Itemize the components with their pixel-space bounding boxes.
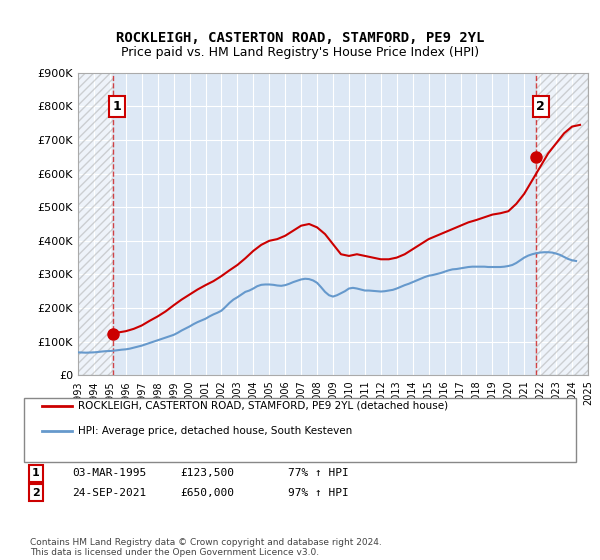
Text: 2: 2	[536, 100, 545, 113]
Bar	[536, 73, 588, 375]
Text: Price paid vs. HM Land Registry's House Price Index (HPI): Price paid vs. HM Land Registry's House …	[121, 46, 479, 59]
Text: HPI: Average price, detached house, South Kesteven: HPI: Average price, detached house, Sout…	[78, 426, 352, 436]
Bar	[78, 73, 113, 375]
Text: 24-SEP-2021: 24-SEP-2021	[72, 488, 146, 498]
Text: ROCKLEIGH, CASTERTON ROAD, STAMFORD, PE9 2YL (detached house): ROCKLEIGH, CASTERTON ROAD, STAMFORD, PE9…	[78, 401, 448, 411]
Text: 77% ↑ HPI: 77% ↑ HPI	[288, 468, 349, 478]
Text: 03-MAR-1995: 03-MAR-1995	[72, 468, 146, 478]
Text: 1: 1	[113, 100, 122, 113]
Text: ROCKLEIGH, CASTERTON ROAD, STAMFORD, PE9 2YL: ROCKLEIGH, CASTERTON ROAD, STAMFORD, PE9…	[116, 31, 484, 45]
Text: £650,000: £650,000	[180, 488, 234, 498]
Text: 97% ↑ HPI: 97% ↑ HPI	[288, 488, 349, 498]
Text: 1: 1	[32, 468, 40, 478]
Text: Contains HM Land Registry data © Crown copyright and database right 2024.
This d: Contains HM Land Registry data © Crown c…	[30, 538, 382, 557]
Text: 2: 2	[32, 488, 40, 498]
Text: £123,500: £123,500	[180, 468, 234, 478]
